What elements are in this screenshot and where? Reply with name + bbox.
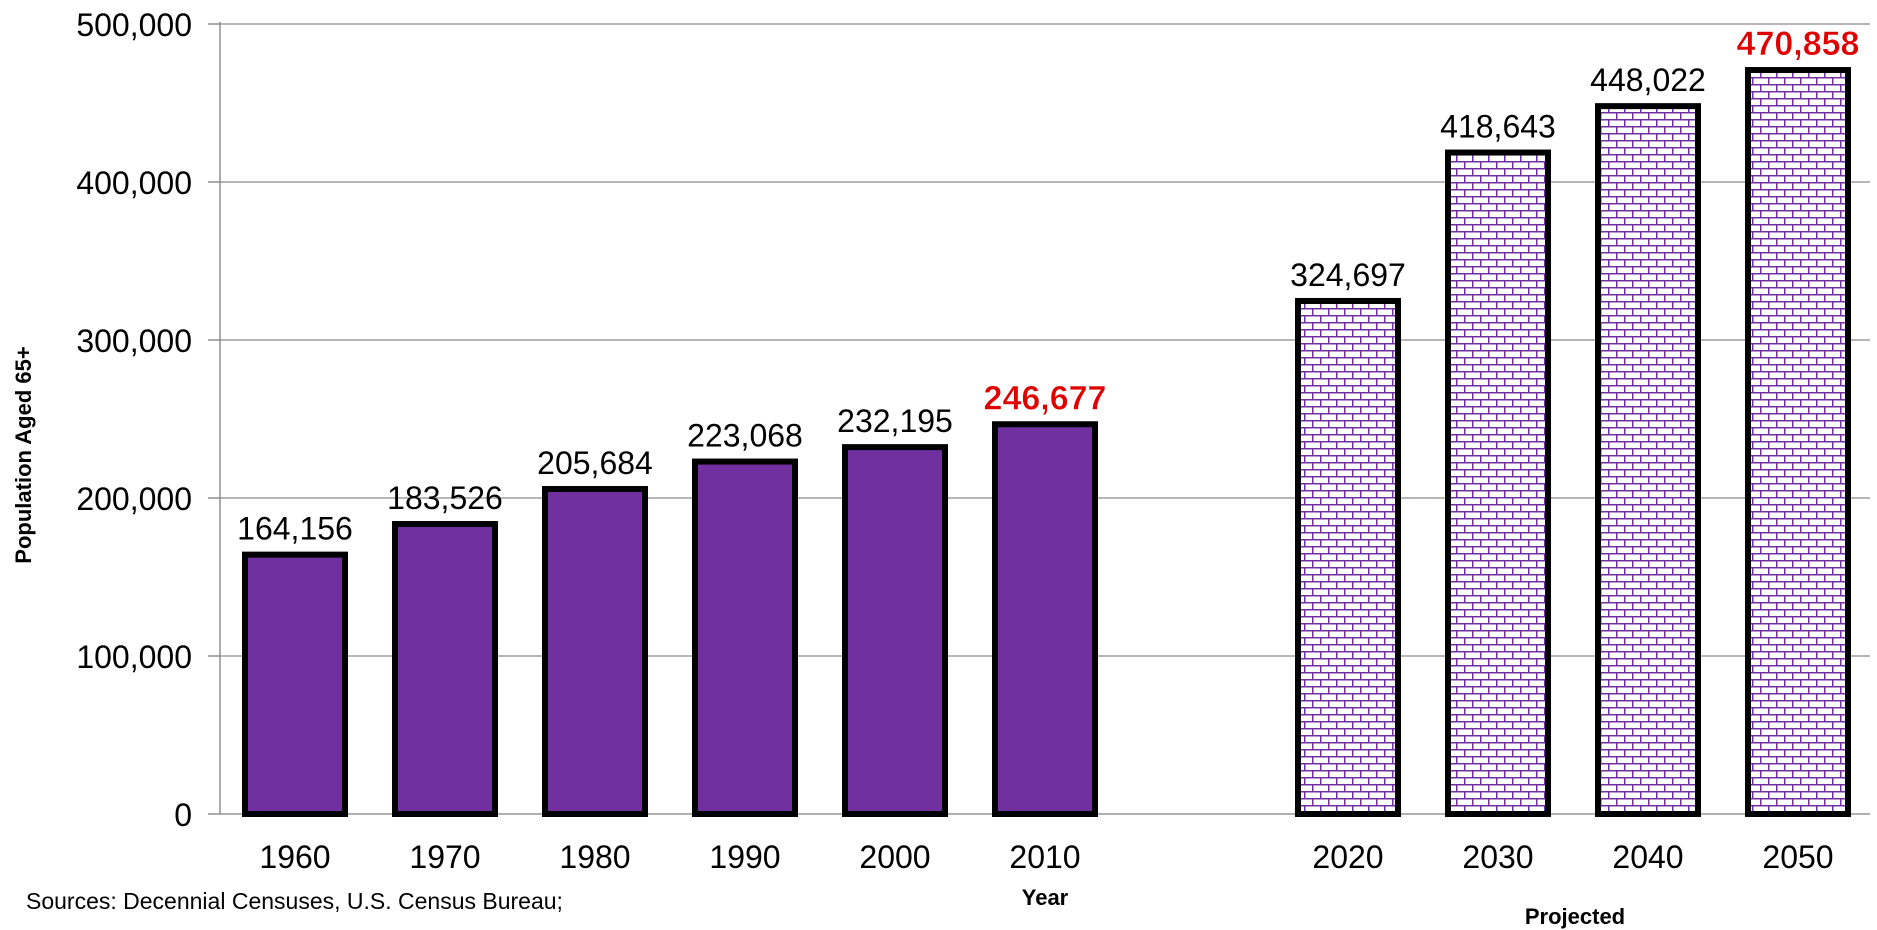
data-label-1960: 164,156 — [237, 511, 353, 547]
bar-1980 — [542, 486, 648, 817]
y-tick-label: 200,000 — [76, 481, 192, 517]
y-tick-label: 500,000 — [76, 7, 192, 43]
bar-1990 — [692, 458, 798, 817]
bar-2010 — [992, 421, 1098, 817]
x-tick-label: 1980 — [559, 839, 630, 875]
bars — [242, 67, 1851, 818]
x-tick-label: 2050 — [1762, 839, 1833, 875]
data-label-2040: 448,022 — [1590, 62, 1706, 98]
y-tick-label: 0 — [174, 797, 192, 833]
data-label-2020: 324,697 — [1290, 257, 1406, 293]
bar-projected-2050 — [1745, 67, 1851, 817]
bar-projected-2040 — [1595, 103, 1701, 817]
y-tick-label: 300,000 — [76, 323, 192, 359]
x-tick-label: 1970 — [409, 839, 480, 875]
bar-projected-2020 — [1295, 297, 1401, 817]
x-axis-title: Year — [1021, 885, 1069, 910]
x-tick-label: 2040 — [1612, 839, 1683, 875]
data-label-1970: 183,526 — [387, 480, 503, 516]
x-axis: 1960 1970 1980 1990 2000 2010 2020 2030 2040 2050 — [259, 839, 1833, 875]
x-tick-label: 2030 — [1462, 839, 1533, 875]
y-tick-label: 100,000 — [76, 639, 192, 675]
x-tick-label: 1990 — [709, 839, 780, 875]
y-axis: 0 100,000 200,000 300,000 400,000 500,000 — [76, 7, 221, 833]
y-axis-title: Population Aged 65+ — [11, 346, 36, 564]
value-labels: 164,156 183,526 205,684 223,068 232,195 246,6… — [237, 25, 1860, 547]
bar-1970 — [392, 521, 498, 817]
bar-1960 — [242, 551, 348, 818]
data-label-2010: 246,677 — [984, 379, 1107, 417]
bar-2000 — [842, 444, 948, 817]
projected-label: Projected — [1524, 904, 1626, 929]
data-label-2000: 232,195 — [837, 403, 953, 439]
bar-projected-2030 — [1445, 149, 1551, 817]
source-note: Sources: Decennial Censuses, U.S. Census… — [26, 888, 563, 914]
data-label-1980: 205,684 — [537, 445, 653, 481]
data-label-1990: 223,068 — [687, 418, 803, 454]
y-tick-label: 400,000 — [76, 165, 192, 201]
x-tick-label: 2010 — [1009, 839, 1080, 875]
x-tick-label: 2020 — [1312, 839, 1383, 875]
data-label-2030: 418,643 — [1440, 109, 1556, 145]
x-tick-label: 1960 — [259, 839, 330, 875]
data-label-2050: 470,858 — [1737, 25, 1860, 63]
x-tick-label: 2000 — [859, 839, 930, 875]
